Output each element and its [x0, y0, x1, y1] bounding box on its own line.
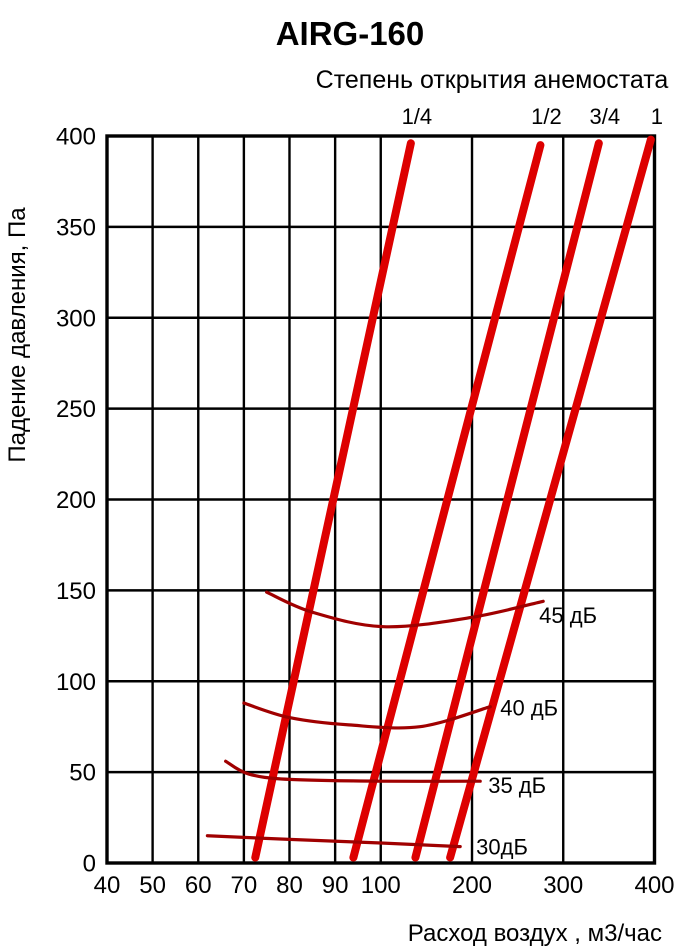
opening-line-1/2 — [349, 141, 545, 862]
noise-level-label: 35 дБ — [488, 773, 546, 798]
noise-curve-30дБ — [205, 834, 462, 849]
y-tick-label: 150 — [56, 578, 96, 605]
y-axis-title: Падение давления, Па — [4, 207, 31, 463]
x-tick-label: 90 — [322, 872, 349, 899]
y-tick-label: 0 — [83, 851, 96, 878]
opening-line-1/4 — [251, 139, 415, 862]
y-tick-label: 100 — [56, 669, 96, 696]
opening-degree-label: 1/4 — [402, 104, 433, 129]
chart-subtitle: Степень открытия анемостата — [316, 66, 669, 94]
opening-degree-label: 1/2 — [531, 104, 562, 129]
x-tick-label: 200 — [452, 872, 492, 899]
plot-area: 40 50 60 70 80 90 100 200 300 400 0 50 100 150 200 250 3… — [56, 104, 675, 899]
x-axis-title: Расход воздух , м3/час — [408, 920, 662, 947]
noise-level-label: 30дБ — [476, 834, 528, 859]
plot-border — [105, 134, 657, 865]
chart-title: AIRG-160 — [276, 15, 425, 52]
noise-curve-35 дБ — [224, 759, 482, 783]
opening-degree-label: 3/4 — [590, 104, 621, 129]
y-tick-label: 400 — [56, 124, 96, 151]
x-tick-label: 400 — [634, 872, 674, 899]
x-tick-label: 80 — [276, 872, 303, 899]
x-tick-label: 50 — [139, 872, 166, 899]
x-tick-label: 100 — [361, 872, 401, 899]
y-tick-label: 350 — [56, 214, 96, 241]
y-tick-label: 300 — [56, 305, 96, 332]
y-tick-label: 250 — [56, 396, 96, 423]
y-tick-label: 200 — [56, 487, 96, 514]
x-tick-label: 40 — [94, 872, 121, 899]
noise-curve-45 дБ — [265, 590, 545, 629]
opening-degree-label: 1 — [651, 104, 663, 129]
x-tick-label: 60 — [185, 872, 212, 899]
noise-level-label: 40 дБ — [500, 696, 558, 721]
noise-curve-40 дБ — [242, 701, 492, 730]
y-tick-label: 50 — [69, 760, 96, 787]
noise-level-label: 45 дБ — [539, 603, 597, 628]
opening-line-1 — [446, 135, 655, 862]
opening-line-3/4 — [411, 139, 603, 862]
x-tick-label: 300 — [543, 872, 583, 899]
x-tick-label: 70 — [231, 872, 258, 899]
